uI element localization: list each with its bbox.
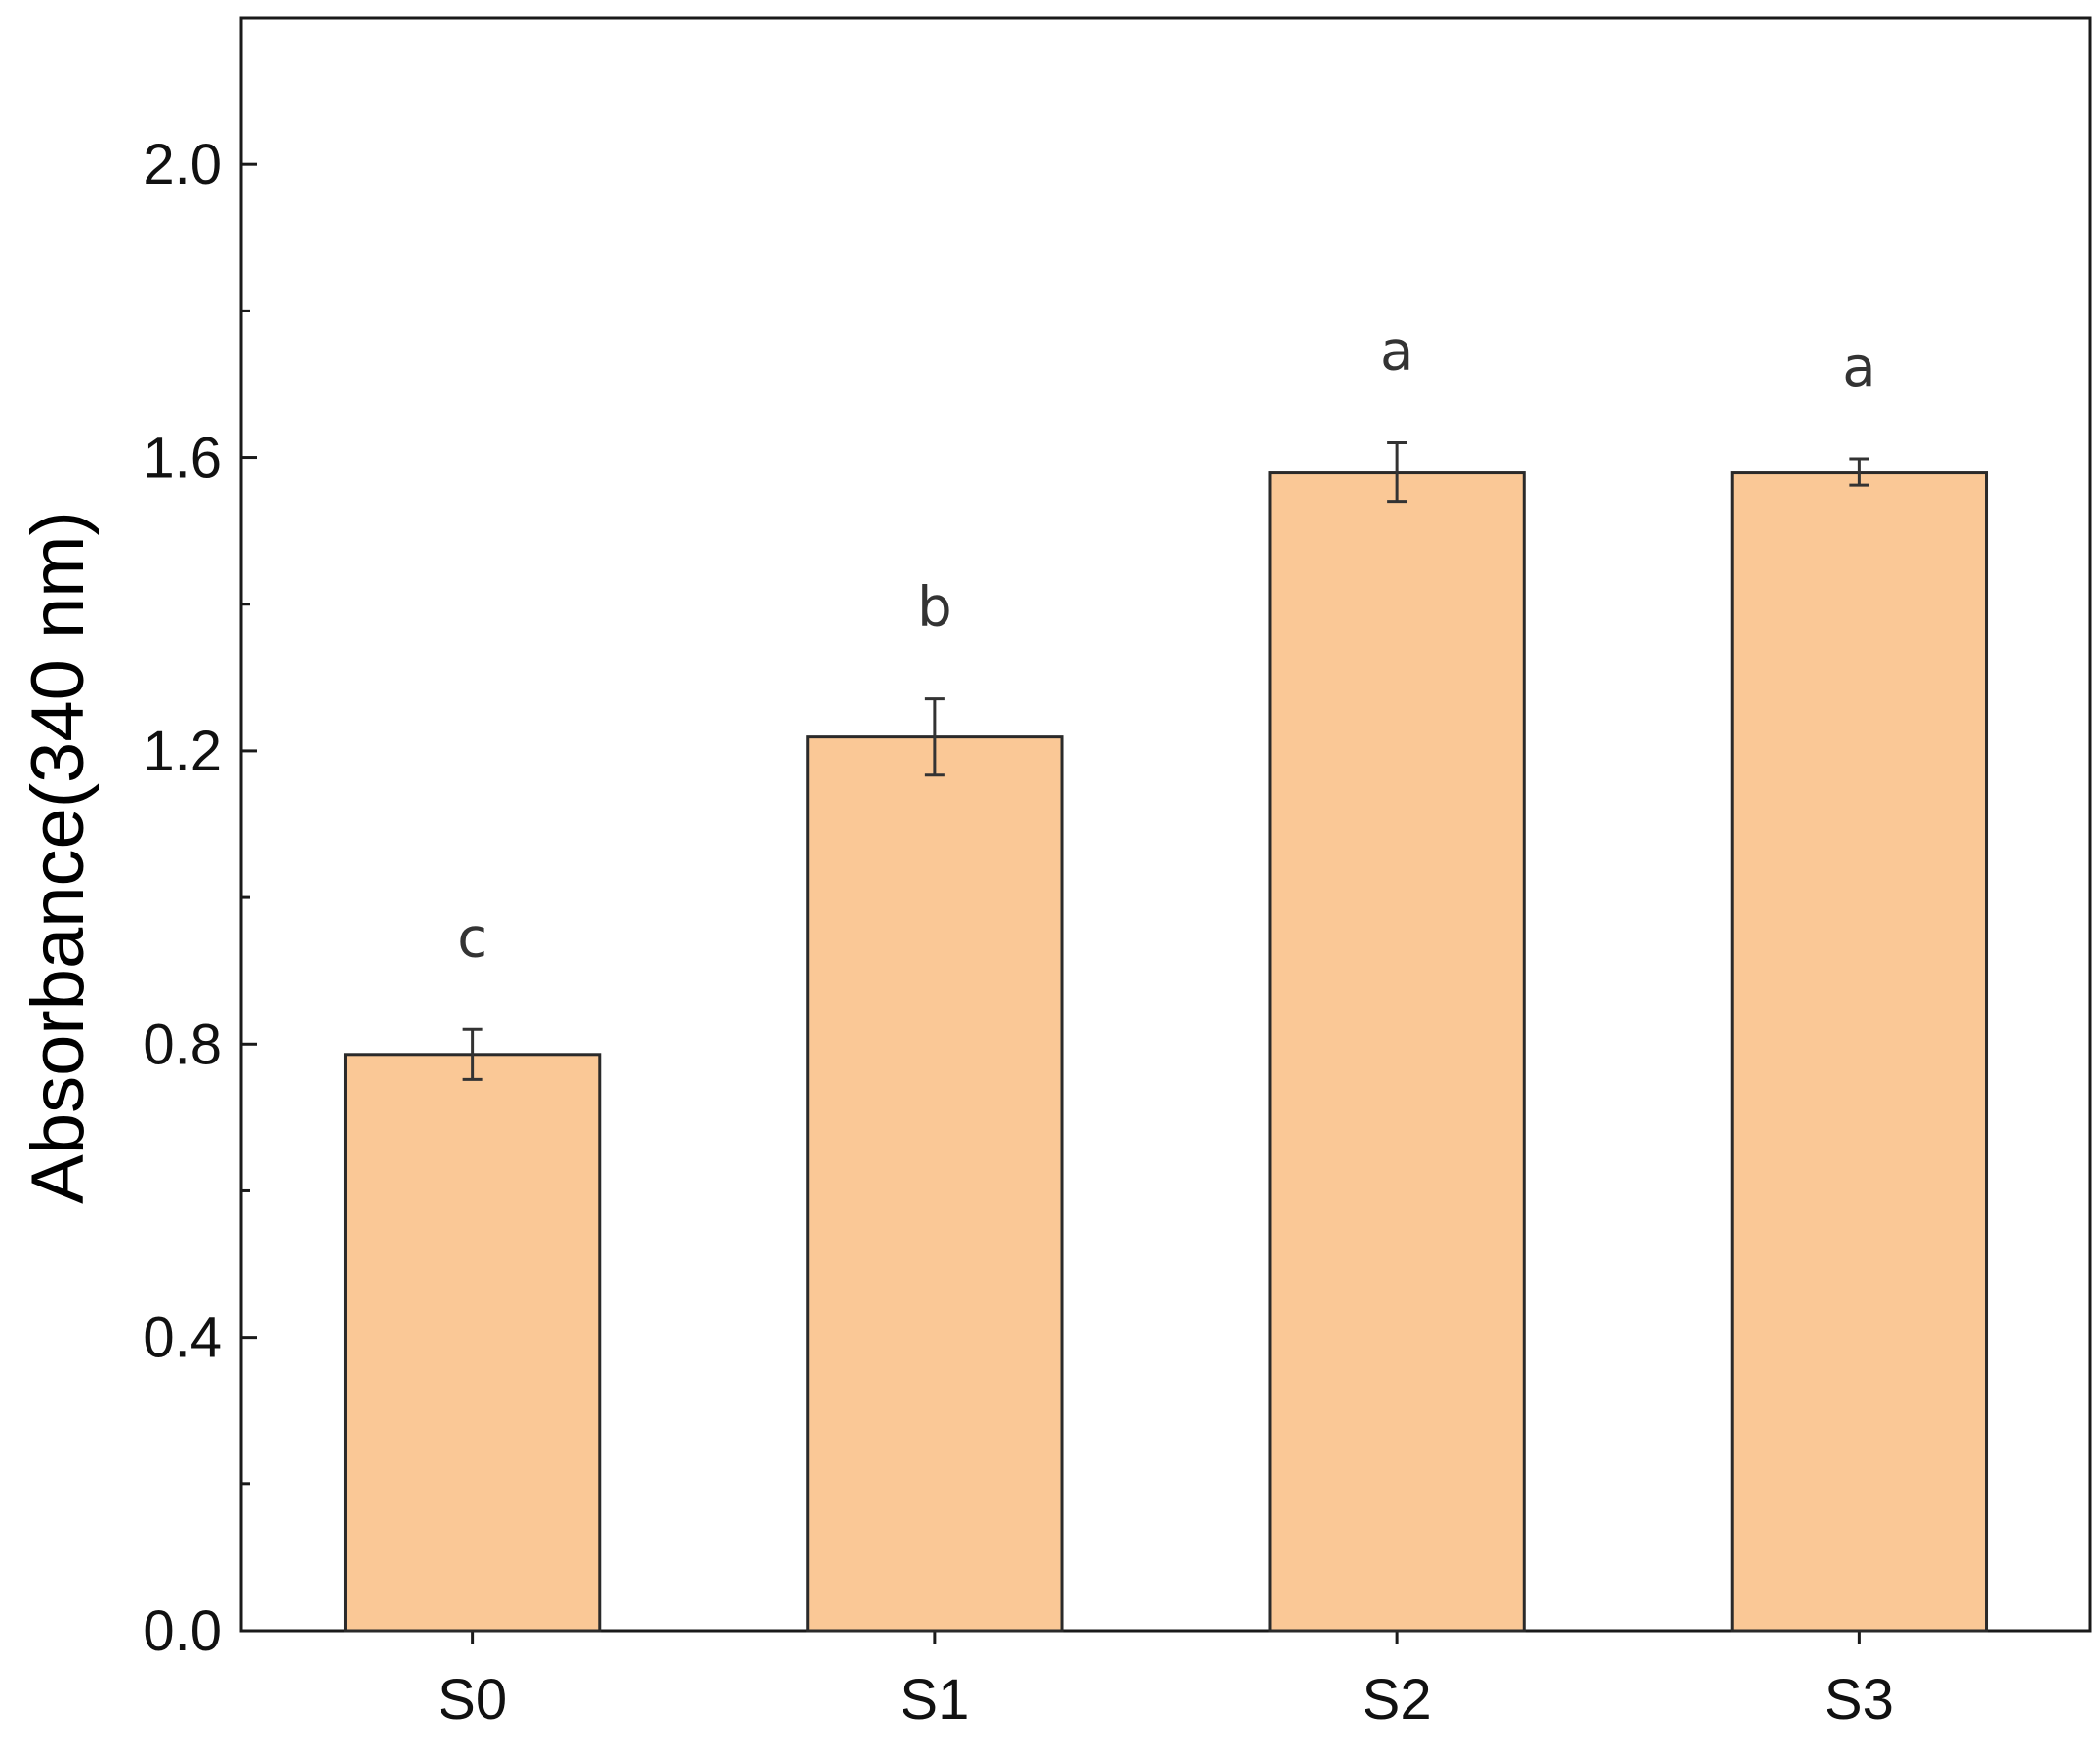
y-tick-label: 0.8: [143, 1013, 222, 1076]
x-tick-label: S1: [900, 1668, 969, 1731]
x-tick-label: S2: [1363, 1668, 1432, 1731]
bars-layer: [343, 471, 1989, 1633]
labels-layer: S0 c S1 b S2 a S3 a: [438, 320, 1894, 1731]
axes-layer: 0.0 0.4 0.8 1.2 1.6 2.0: [143, 16, 2092, 1663]
bar-S0: [343, 1053, 602, 1633]
plot-frame: [239, 16, 2092, 1633]
error-bars-layer: [462, 441, 1869, 1081]
significance-label-S2: a: [1380, 320, 1413, 384]
y-tick-label: 1.6: [143, 427, 222, 490]
y-tick-label: 0.4: [143, 1307, 222, 1370]
x-tick-label: S3: [1825, 1668, 1894, 1731]
significance-label-S1: b: [917, 576, 952, 640]
significance-label-S3: a: [1842, 336, 1875, 399]
significance-label-S0: c: [457, 906, 487, 970]
bar-S2: [1268, 471, 1526, 1633]
x-tick-label: S0: [438, 1668, 507, 1731]
y-tick-label: 0.0: [143, 1600, 222, 1663]
y-tick-label: 1.2: [143, 720, 222, 783]
y-axis-label: Absorbance(340 nm): [17, 511, 100, 1204]
y-tick-label: 2.0: [143, 133, 222, 196]
bar-S1: [806, 735, 1064, 1633]
bar-S3: [1730, 471, 1989, 1633]
